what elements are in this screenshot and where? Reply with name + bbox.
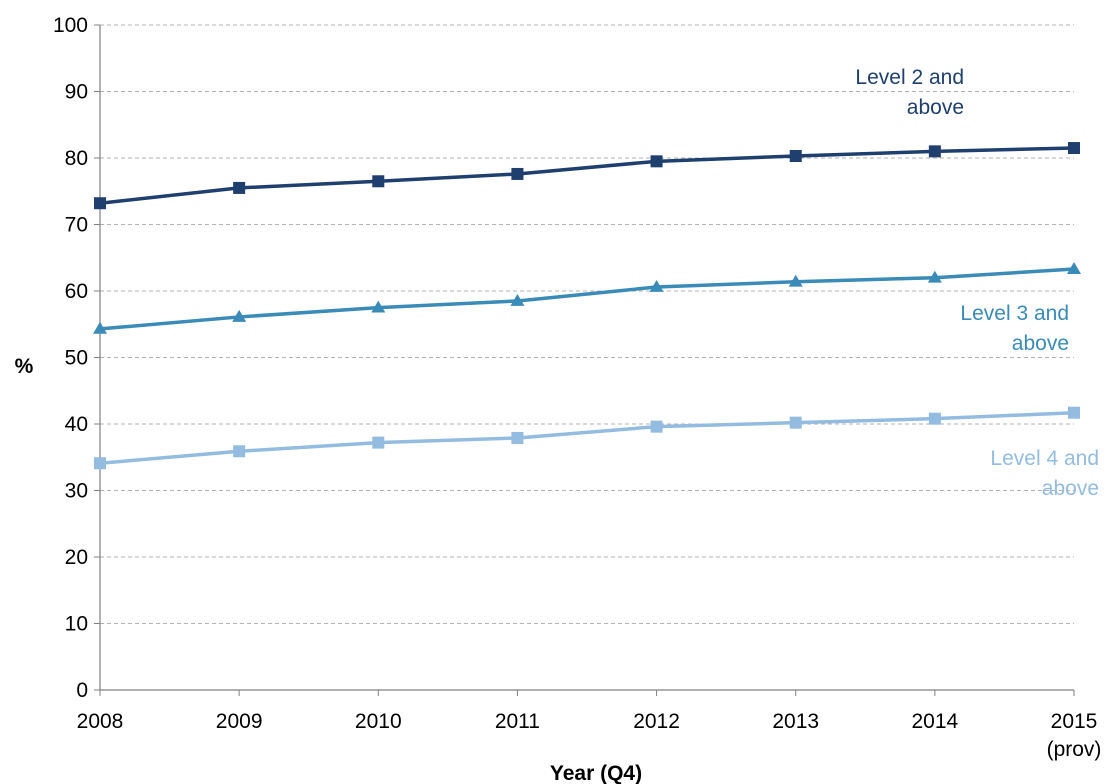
series-label: Level 3 and above <box>960 302 1069 355</box>
data-point <box>1068 142 1080 155</box>
series-line <box>99 146 1075 205</box>
series-1: Level 2 and above <box>94 66 1080 210</box>
data-point <box>232 309 247 322</box>
y-tick-label: 10 <box>65 613 88 636</box>
y-tick-label: 20 <box>65 546 88 569</box>
y-tick-label: 70 <box>65 214 88 237</box>
y-tick-label: 50 <box>65 347 88 370</box>
data-point <box>511 431 524 444</box>
data-point <box>94 457 106 470</box>
series-lines: Level 2 and above Level 3 and above Level 4 … <box>93 66 1099 500</box>
data-point <box>233 181 246 194</box>
data-point <box>650 155 663 168</box>
data-point <box>650 420 663 433</box>
x-tick-label: 2013 <box>772 710 819 733</box>
y-tick-label: 90 <box>65 81 88 104</box>
x-tick-label: 2010 <box>355 710 402 733</box>
x-tick-label: 2011 <box>495 710 540 733</box>
y-tick-label: 60 <box>65 280 88 303</box>
data-point <box>510 293 525 306</box>
series-3: Level 4 and above <box>94 406 1099 500</box>
y-tick-label: 40 <box>65 413 88 436</box>
x-tick-label: 2015 <box>1051 710 1098 733</box>
data-point <box>927 270 942 283</box>
x-tick-label: 2008 <box>77 710 124 733</box>
series-line <box>99 410 1075 465</box>
series-label: Level 2 and above <box>855 66 964 119</box>
data-point <box>1067 262 1081 274</box>
tick-labels: 0 10 20 30 40 50 60 70 80 90 100 2008 2009 2010 2011 20… <box>53 14 1101 761</box>
data-point <box>511 167 524 180</box>
data-point <box>649 280 664 292</box>
series-label: Level 4 and above <box>990 447 1099 500</box>
data-point <box>93 321 107 334</box>
data-point <box>372 175 385 188</box>
data-point <box>1068 406 1080 419</box>
data-point <box>94 197 106 210</box>
axes <box>94 24 1075 696</box>
data-point <box>372 436 385 449</box>
x-tick-label: 2012 <box>633 710 680 733</box>
x-axis-title: Year (Q4) <box>550 762 642 784</box>
y-tick-label: 30 <box>65 480 88 503</box>
y-tick-label: 100 <box>53 14 88 37</box>
y-tick-label: 80 <box>65 147 88 170</box>
data-point <box>788 274 803 287</box>
data-point <box>789 150 802 163</box>
data-point <box>371 300 386 313</box>
gridlines <box>100 24 1074 624</box>
x-tick-label: 2009 <box>216 710 263 733</box>
x-tick-label: 2014 <box>911 710 958 733</box>
x-tick-sublabel: (prov) <box>1047 738 1102 761</box>
data-point <box>233 445 246 458</box>
data-point <box>789 416 802 429</box>
y-tick-label: 0 <box>76 679 88 702</box>
data-point <box>928 145 941 158</box>
data-point <box>928 412 941 425</box>
y-axis-title: % <box>15 355 34 378</box>
series-line <box>99 267 1075 331</box>
series-2: Level 3 and above <box>93 262 1081 355</box>
